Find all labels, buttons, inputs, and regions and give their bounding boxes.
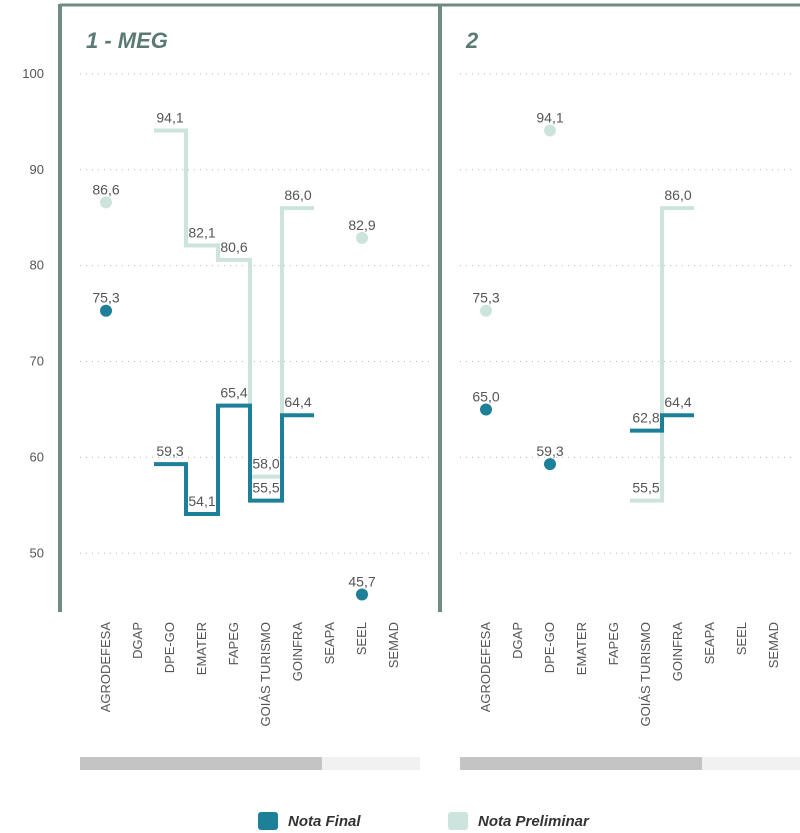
legend: Nota Final Nota Preliminar <box>0 812 800 833</box>
data-label: 65,4 <box>220 385 247 401</box>
marker-nota-preliminar <box>356 231 368 244</box>
step-line-nota-final <box>630 413 694 433</box>
y-tick-label: 80 <box>30 258 44 273</box>
step-line-nota-preliminar <box>154 128 314 479</box>
marker-nota-preliminar <box>480 304 492 317</box>
data-label: 59,3 <box>156 443 183 459</box>
data-label: 86,6 <box>92 181 119 197</box>
x-tick-label: AGRODEFESA <box>98 622 113 713</box>
panel-title: 2 <box>465 28 479 53</box>
data-label: 94,1 <box>536 110 563 126</box>
data-label: 82,9 <box>348 217 375 233</box>
x-tick-label: GOINFRA <box>290 622 305 682</box>
legend-swatch-nota-preliminar <box>448 812 468 830</box>
y-tick-label: 50 <box>30 545 44 560</box>
data-label: 55,5 <box>252 480 279 496</box>
step-line-nota-preliminar <box>630 206 694 503</box>
data-label: 82,1 <box>188 225 215 241</box>
x-tick-label: AGRODEFESA <box>478 622 493 713</box>
x-tick-label: SEMAD <box>766 622 781 668</box>
x-tick-label: SEMAD <box>386 622 401 668</box>
x-tick-label: SEEL <box>354 622 369 655</box>
y-tick-label: 60 <box>30 449 44 464</box>
marker-nota-final <box>544 458 556 471</box>
data-label: 45,7 <box>348 574 375 590</box>
x-tick-label: GOINFRA <box>670 622 685 682</box>
marker-nota-preliminar <box>544 124 556 137</box>
data-label: 75,3 <box>472 290 499 306</box>
data-label: 55,5 <box>632 480 659 496</box>
legend-item-nota-preliminar[interactable]: Nota Preliminar <box>448 812 589 830</box>
legend-label-nota-preliminar: Nota Preliminar <box>478 812 589 830</box>
step-line-nota-final <box>154 403 314 516</box>
marker-nota-final <box>356 588 368 601</box>
data-label: 58,0 <box>252 456 279 472</box>
y-tick-label: 100 <box>22 66 44 81</box>
legend-swatch-nota-final <box>258 812 278 830</box>
data-label: 86,0 <box>664 187 691 203</box>
x-tick-label: SEAPA <box>322 622 337 665</box>
x-tick-label: DPE-GO <box>542 622 557 673</box>
x-tick-label: GOIÁS TURISMO <box>258 622 273 727</box>
data-label: 75,3 <box>92 290 119 306</box>
x-tick-label: FAPEG <box>226 622 241 665</box>
x-tick-label: FAPEG <box>606 622 621 665</box>
x-tick-label: EMATER <box>194 622 209 675</box>
data-label: 62,8 <box>632 410 659 426</box>
step-chart: 100 90 80 70 60 50 1 - MEG 86,6 94,1 82,1 80,6 58,0… <box>22 3 800 770</box>
y-tick-label: 90 <box>30 162 44 177</box>
data-label: 86,0 <box>284 187 311 203</box>
data-label: 64,4 <box>284 394 311 410</box>
legend-label-nota-final: Nota Final <box>288 812 361 830</box>
x-tick-label: SEEL <box>734 622 749 655</box>
x-tick-label: DGAP <box>510 622 525 659</box>
x-tick-label: DPE-GO <box>162 622 177 673</box>
scrollbar-thumb[interactable] <box>80 757 322 770</box>
data-label: 59,3 <box>536 443 563 459</box>
scrollbar-thumb[interactable] <box>460 757 702 770</box>
legend-item-nota-final[interactable]: Nota Final <box>258 812 361 830</box>
y-tick-label: 70 <box>30 354 44 369</box>
data-label: 64,4 <box>664 394 691 410</box>
marker-nota-preliminar <box>100 196 112 209</box>
data-label: 94,1 <box>156 110 183 126</box>
x-tick-label: DGAP <box>130 622 145 659</box>
marker-nota-final <box>100 304 112 317</box>
panel-title: 1 - MEG <box>86 28 168 53</box>
data-label: 80,6 <box>220 239 247 255</box>
x-tick-label: GOIÁS TURISMO <box>638 622 653 727</box>
data-label: 54,1 <box>188 493 215 509</box>
marker-nota-final <box>480 403 492 416</box>
x-tick-label: EMATER <box>574 622 589 675</box>
data-label: 65,0 <box>472 388 499 404</box>
x-tick-label: SEAPA <box>702 622 717 665</box>
